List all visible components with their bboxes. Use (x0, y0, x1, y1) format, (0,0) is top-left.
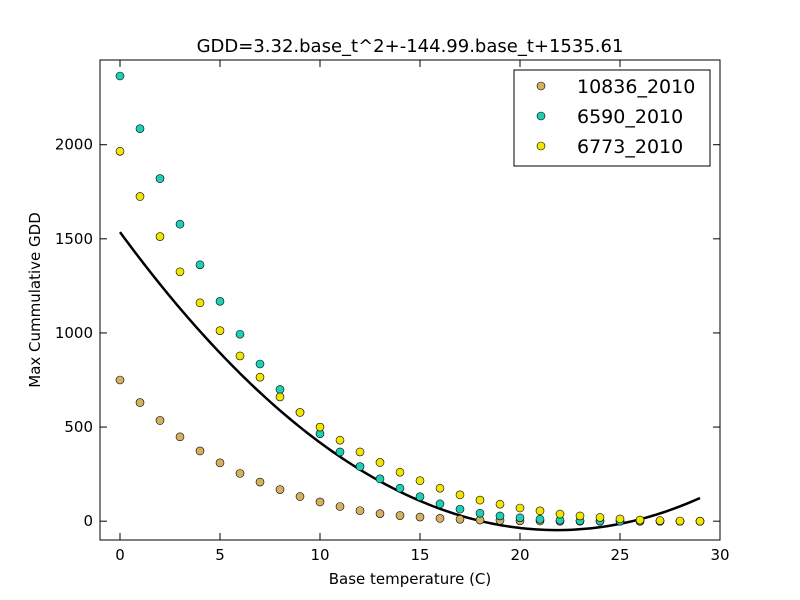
data-point (295, 408, 305, 417)
y-tick-label: 0 (83, 512, 93, 530)
data-point (135, 398, 145, 407)
y-axis-label: Max Cummulative GDD (26, 212, 44, 388)
data-point (415, 512, 425, 522)
fit-curve (118, 231, 701, 532)
legend-box (513, 69, 711, 167)
series-6773_2010 (115, 146, 705, 526)
data-point (195, 260, 205, 270)
data-point (175, 432, 185, 442)
data-point (115, 71, 125, 81)
x-tick-label: 0 (115, 546, 125, 564)
data-point (455, 514, 465, 524)
data-point (275, 392, 285, 402)
data-point (495, 499, 505, 509)
legend-label: 10836_2010 (577, 76, 695, 98)
x-tick-label: 5 (215, 546, 225, 564)
data-point (475, 495, 485, 505)
y-tick-label: 1000 (55, 324, 93, 342)
data-point (335, 447, 345, 457)
data-point (255, 359, 265, 369)
data-point (415, 492, 425, 502)
data-point (175, 219, 185, 229)
data-point (255, 477, 265, 487)
data-point (255, 372, 265, 382)
series-10836_2010 (115, 375, 705, 526)
data-point (135, 192, 145, 201)
data-point (115, 146, 125, 156)
plot-frame (99, 59, 721, 541)
data-point (235, 351, 245, 361)
data-point (195, 446, 205, 456)
data-point (135, 124, 145, 134)
y-tick-label: 2000 (55, 136, 93, 154)
x-tick-label: 10 (310, 546, 329, 564)
data-point (695, 516, 705, 526)
data-point (355, 506, 365, 515)
data-point (155, 232, 165, 241)
x-tick-label: 15 (410, 546, 429, 564)
x-axis-label: Base temperature (C) (329, 570, 492, 588)
data-point (655, 516, 665, 525)
data-point (355, 447, 365, 457)
y-tick-label: 1500 (55, 230, 93, 248)
legend-label: 6590_2010 (577, 106, 683, 128)
data-point (115, 375, 125, 385)
data-point (475, 508, 485, 518)
data-point (575, 511, 585, 521)
chart-title: GDD=3.32.base_t^2+-144.99.base_t+1535.61 (197, 36, 624, 57)
data-point (355, 462, 365, 471)
data-point (535, 506, 545, 516)
data-point (635, 515, 645, 525)
legend-marker (536, 141, 546, 151)
data-point (375, 458, 385, 467)
data-point (395, 483, 405, 493)
data-point (415, 476, 425, 486)
data-point (215, 458, 225, 468)
data-point (195, 298, 205, 308)
x-tick-label: 20 (510, 546, 529, 564)
data-point (515, 503, 525, 513)
data-point (615, 514, 625, 524)
data-point (215, 297, 225, 306)
data-point (155, 416, 165, 425)
data-point (395, 467, 405, 477)
data-point (215, 326, 225, 335)
data-point (435, 483, 445, 493)
data-point (155, 174, 165, 183)
x-tick-label: 30 (710, 546, 729, 564)
data-point (235, 329, 245, 339)
data-point (455, 504, 465, 514)
data-point (495, 511, 505, 521)
data-point (335, 502, 345, 511)
data-point (275, 385, 285, 394)
data-point (515, 513, 525, 523)
data-point (375, 474, 385, 484)
data-point (555, 509, 565, 519)
data-point (335, 435, 345, 445)
legend-marker (536, 81, 546, 91)
data-point (295, 492, 305, 501)
data-point (435, 514, 445, 523)
data-point (535, 514, 545, 524)
data-point (455, 490, 465, 500)
legend-label: 6773_2010 (577, 136, 683, 158)
data-point (435, 499, 445, 509)
data-point (395, 511, 405, 520)
data-point (315, 497, 325, 507)
legend: 10836_2010 6590_2010 6773_2010 (513, 69, 711, 167)
data-point (375, 509, 385, 518)
x-tick-label: 25 (610, 546, 629, 564)
y-tick-label: 500 (64, 418, 93, 436)
data-point (175, 267, 185, 277)
data-point (595, 513, 605, 522)
legend-marker (536, 111, 546, 121)
data-point (275, 485, 285, 494)
data-point (315, 422, 325, 432)
data-point (235, 469, 245, 478)
data-point (675, 516, 685, 526)
